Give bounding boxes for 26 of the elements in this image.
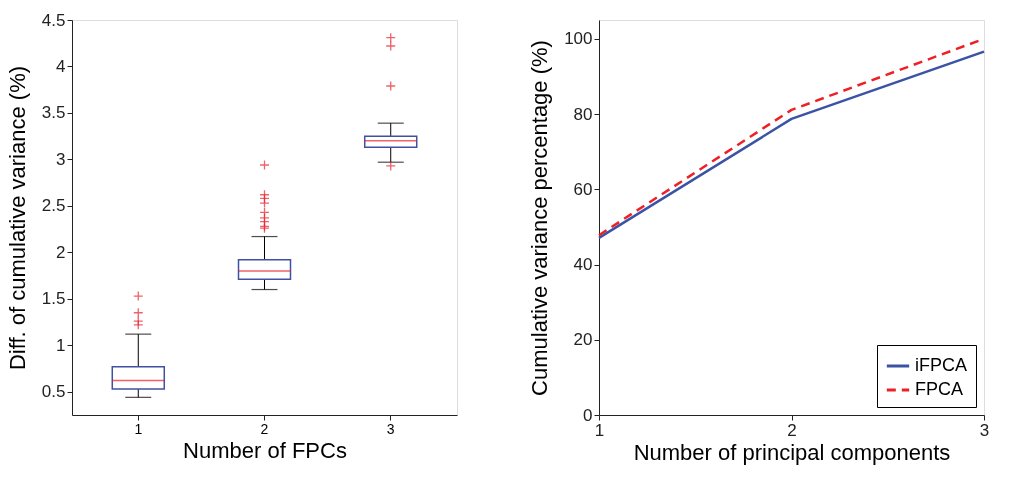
- y-tick-label: 2: [56, 242, 66, 262]
- x-tick-label: 2: [787, 420, 797, 440]
- x-tick-label: 1: [134, 420, 143, 437]
- y-tick-label: 1: [56, 335, 66, 355]
- y-tick-label: 2.5: [41, 196, 66, 216]
- x-axis-title: Number of FPCs: [183, 437, 347, 463]
- x-axis-title: Number of principal components: [633, 439, 951, 465]
- legend-label: FPCA: [915, 379, 964, 399]
- y-tick-label: 4.5: [41, 10, 66, 30]
- x-tick-label: 3: [979, 420, 990, 440]
- y-tick-label: 0: [583, 405, 593, 425]
- y-tick-label: 0.5: [41, 382, 66, 402]
- y-tick-label: 3.5: [41, 103, 66, 123]
- y-axis-title: Cumulative variance percentage (%): [527, 40, 553, 396]
- x-tick-label: 3: [386, 420, 395, 437]
- y-tick-label: 100: [564, 29, 593, 49]
- x-tick-label: 2: [260, 420, 269, 437]
- y-axis-title: Diff. of cumulative variance (%): [4, 65, 30, 371]
- y-tick-label: 80: [573, 104, 593, 124]
- y-tick-label: 4: [56, 56, 66, 76]
- y-tick-label: 20: [573, 330, 593, 350]
- y-tick-label: 60: [573, 179, 593, 199]
- legend-label: iFPCA: [915, 355, 968, 375]
- y-tick-label: 1.5: [41, 289, 66, 309]
- y-tick-label: 40: [573, 255, 593, 275]
- y-tick-label: 3: [56, 149, 66, 169]
